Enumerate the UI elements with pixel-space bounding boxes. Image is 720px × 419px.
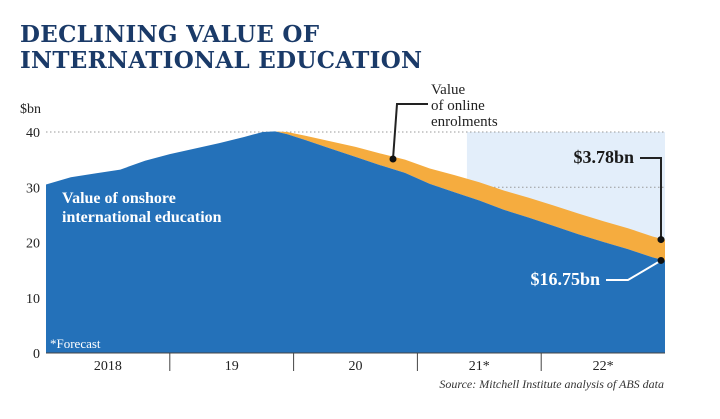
onshore-series-label: international education	[62, 209, 222, 226]
online-enrolments-area	[262, 131, 665, 261]
y-tick-label: 10	[26, 292, 40, 307]
online-end-value-label: $3.78bn	[573, 147, 634, 167]
onshore-series-label: Value of onshore	[62, 190, 176, 207]
online-label-marker	[389, 155, 397, 163]
onshore-end-leader	[606, 259, 662, 281]
y-tick-label: 30	[26, 181, 40, 196]
y-tick-label: 0	[33, 347, 40, 362]
onshore-education-area	[46, 131, 665, 353]
y-tick-label: 40	[26, 126, 40, 141]
chart-title-line-1: DECLINING VALUE OF	[20, 21, 320, 48]
source-note: Source: Mitchell Institute analysis of A…	[439, 377, 664, 391]
online-end-leader	[640, 157, 662, 240]
chart-title-line-2: INTERNATIONAL EDUCATION	[20, 47, 423, 74]
x-tick-label: 2018	[94, 359, 122, 374]
x-tick-label: 21*	[469, 359, 490, 374]
onshore-end-marker	[657, 256, 665, 264]
x-tick-label: 22*	[593, 359, 614, 374]
online-series-label: enrolments	[431, 114, 498, 130]
online-label-leader	[392, 103, 428, 160]
y-tick-label: 20	[26, 237, 40, 252]
online-end-marker	[657, 236, 665, 244]
x-tick-label: 20	[349, 359, 363, 374]
forecast-note: *Forecast	[50, 336, 101, 351]
x-tick-label: 19	[225, 359, 239, 374]
online-series-label: Value	[431, 82, 465, 98]
chart-title: DECLINING VALUE OF INTERNATIONAL EDUCATI…	[20, 22, 440, 74]
online-series-label: of online	[431, 98, 485, 114]
y-unit-label: $bn	[20, 102, 41, 117]
onshore-end-value-label: $16.75bn	[530, 269, 600, 289]
